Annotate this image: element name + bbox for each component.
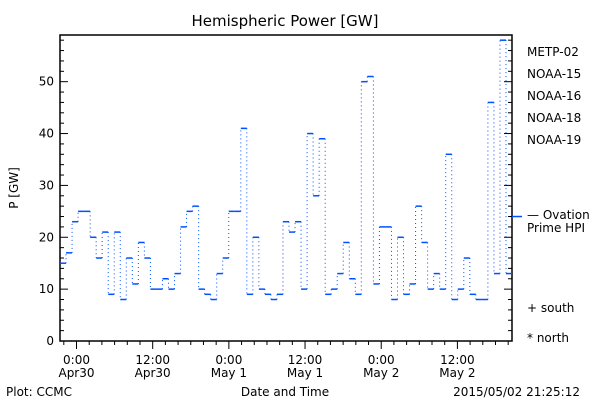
legend-south: + south	[527, 301, 574, 315]
legend-noaa-16: NOAA-16	[527, 89, 581, 103]
series-layer	[60, 39, 522, 301]
y-axis-label: P [GW]	[7, 167, 21, 209]
legend-ovation-line1: — Ovation	[527, 208, 590, 222]
y-tick-label: 0	[46, 334, 54, 348]
y-tick-label: 40	[39, 127, 54, 141]
y-tick-label: 20	[39, 230, 54, 244]
legend-north: * north	[527, 331, 569, 345]
x-tick-time: 0:00	[215, 353, 242, 367]
legend-noaa-18: NOAA-18	[527, 111, 581, 125]
x-tick-time: 12:00	[440, 353, 475, 367]
plot-frame	[59, 34, 513, 342]
y-tick-label: 50	[39, 75, 54, 89]
x-tick-time: 12:00	[135, 353, 170, 367]
x-tick-date: May 2	[363, 366, 399, 380]
x-tick-date: May 1	[287, 366, 323, 380]
x-tick-time: 0:00	[368, 353, 395, 367]
x-tick-time: 0:00	[63, 353, 90, 367]
x-tick-date: May 2	[439, 366, 475, 380]
legend-noaa-19: NOAA-19	[527, 133, 581, 147]
footer-plot-credit: Plot: CCMC	[6, 385, 72, 399]
legend-noaa-15: NOAA-15	[527, 67, 581, 81]
footer-timestamp: 2015/05/02 21:25:12	[453, 385, 580, 399]
x-axis-label: Date and Time	[241, 385, 329, 399]
x-tick-date: Apr30	[58, 366, 94, 380]
y-axis: 0 10 20 30 40 50	[39, 39, 512, 348]
y-tick-label: 30	[39, 178, 54, 192]
x-tick-time: 12:00	[288, 353, 323, 367]
x-tick-date: Apr30	[135, 366, 171, 380]
legend: METP-02 NOAA-15 NOAA-16 NOAA-18 NOAA-19 …	[527, 45, 590, 345]
y-tick-label: 10	[39, 282, 54, 296]
legend-metp-02: METP-02	[527, 45, 579, 59]
legend-ovation-line2: Prime HPI	[527, 221, 585, 235]
chart-title: Hemispheric Power [GW]	[192, 12, 379, 30]
x-tick-date: May 1	[211, 366, 247, 380]
